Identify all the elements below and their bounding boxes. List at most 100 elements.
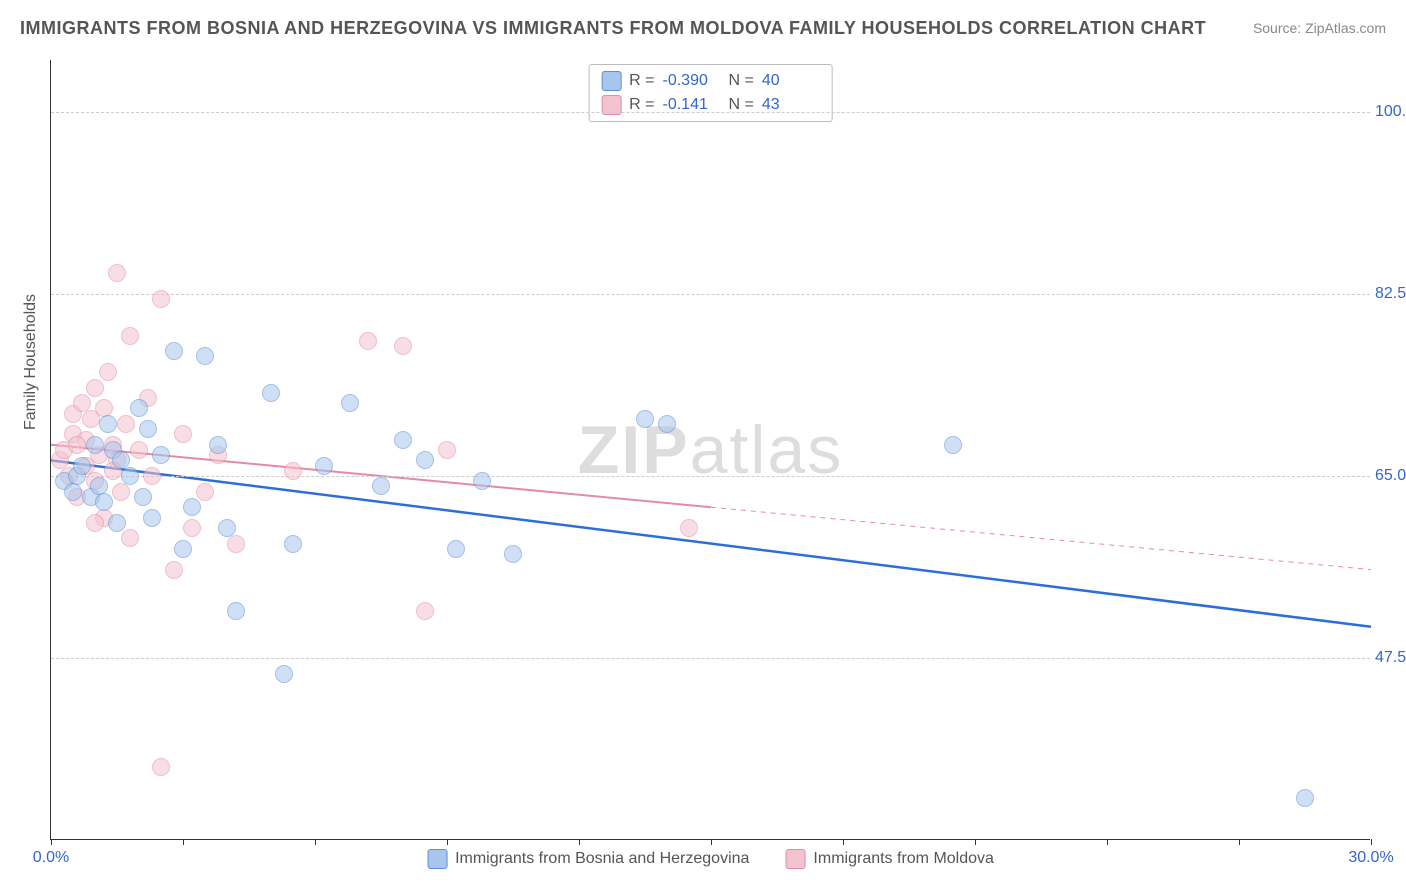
scatter-point <box>108 264 126 282</box>
scatter-point <box>68 436 86 454</box>
bottom-legend: Immigrants from Bosnia and Herzegovina I… <box>427 849 994 869</box>
scatter-point <box>99 363 117 381</box>
n-value-bosnia: 40 <box>762 69 820 93</box>
y-tick-label: 100.0% <box>1375 103 1406 121</box>
scatter-point <box>99 415 117 433</box>
trend-lines <box>51 60 1370 839</box>
scatter-point <box>143 509 161 527</box>
scatter-point <box>680 519 698 537</box>
scatter-point <box>108 514 126 532</box>
scatter-point <box>183 519 201 537</box>
scatter-point <box>130 441 148 459</box>
stat-legend: R = -0.390 N = 40 R = -0.141 N = 43 <box>588 64 833 122</box>
source-label: Source: ZipAtlas.com <box>1253 20 1386 36</box>
y-axis-title: Family Households <box>22 294 40 430</box>
scatter-point <box>315 457 333 475</box>
scatter-point <box>64 483 82 501</box>
chart-title: IMMIGRANTS FROM BOSNIA AND HERZEGOVINA V… <box>20 18 1206 39</box>
legend-swatch-bosnia <box>427 849 447 869</box>
x-tick-mark <box>1239 839 1240 845</box>
scatter-point <box>394 431 412 449</box>
scatter-point <box>359 332 377 350</box>
r-value-bosnia: -0.390 <box>663 69 721 93</box>
scatter-point <box>227 602 245 620</box>
scatter-point <box>1296 789 1314 807</box>
gridline <box>51 476 1370 477</box>
scatter-point <box>139 420 157 438</box>
n-label: N = <box>729 69 754 93</box>
scatter-point <box>394 337 412 355</box>
legend-item-moldova: Immigrants from Moldova <box>785 849 994 869</box>
r-value-moldova: -0.141 <box>663 93 721 117</box>
scatter-point <box>121 327 139 345</box>
stat-row-moldova: R = -0.141 N = 43 <box>601 93 820 117</box>
scatter-point <box>86 379 104 397</box>
scatter-point <box>227 535 245 553</box>
scatter-point <box>416 451 434 469</box>
x-tick-label: 0.0% <box>33 849 69 867</box>
scatter-point <box>183 498 201 516</box>
scatter-point <box>174 425 192 443</box>
scatter-point <box>152 446 170 464</box>
x-tick-mark <box>51 839 52 845</box>
scatter-point <box>504 545 522 563</box>
x-tick-mark <box>315 839 316 845</box>
scatter-point <box>73 457 91 475</box>
scatter-point <box>473 472 491 490</box>
scatter-point <box>372 477 390 495</box>
x-tick-mark <box>1371 839 1372 845</box>
scatter-point <box>275 665 293 683</box>
scatter-point <box>447 540 465 558</box>
n-label-2: N = <box>729 93 754 117</box>
y-tick-label: 82.5% <box>1375 285 1406 303</box>
scatter-point <box>209 436 227 454</box>
n-value-moldova: 43 <box>762 93 820 117</box>
scatter-point <box>636 410 654 428</box>
scatter-point <box>341 394 359 412</box>
scatter-point <box>218 519 236 537</box>
scatter-point <box>121 529 139 547</box>
y-tick-label: 47.5% <box>1375 649 1406 667</box>
scatter-point <box>117 415 135 433</box>
stat-row-bosnia: R = -0.390 N = 40 <box>601 69 820 93</box>
legend-swatch-moldova <box>785 849 805 869</box>
scatter-point <box>143 467 161 485</box>
scatter-point <box>658 415 676 433</box>
x-tick-mark <box>183 839 184 845</box>
scatter-point <box>262 384 280 402</box>
scatter-point <box>196 483 214 501</box>
scatter-point <box>86 436 104 454</box>
scatter-point <box>284 462 302 480</box>
scatter-point <box>174 540 192 558</box>
x-tick-mark <box>843 839 844 845</box>
scatter-point <box>95 493 113 511</box>
scatter-point <box>438 441 456 459</box>
x-tick-mark <box>1107 839 1108 845</box>
gridline <box>51 658 1370 659</box>
legend-item-bosnia: Immigrants from Bosnia and Herzegovina <box>427 849 749 869</box>
legend-label-bosnia: Immigrants from Bosnia and Herzegovina <box>455 850 749 868</box>
scatter-point <box>944 436 962 454</box>
y-tick-label: 65.0% <box>1375 467 1406 485</box>
scatter-point <box>112 483 130 501</box>
swatch-bosnia <box>601 71 621 91</box>
gridline <box>51 294 1370 295</box>
scatter-point <box>416 602 434 620</box>
scatter-point <box>130 399 148 417</box>
x-tick-mark <box>711 839 712 845</box>
scatter-point <box>165 342 183 360</box>
scatter-point <box>121 467 139 485</box>
x-tick-label: 30.0% <box>1348 849 1393 867</box>
scatter-point <box>152 290 170 308</box>
legend-label-moldova: Immigrants from Moldova <box>813 850 994 868</box>
scatter-point <box>196 347 214 365</box>
scatter-point <box>86 514 104 532</box>
scatter-point <box>152 758 170 776</box>
gridline <box>51 112 1370 113</box>
x-tick-mark <box>447 839 448 845</box>
r-label-2: R = <box>629 93 654 117</box>
scatter-point <box>165 561 183 579</box>
scatter-point <box>284 535 302 553</box>
x-tick-mark <box>579 839 580 845</box>
trend-line <box>51 460 1371 626</box>
